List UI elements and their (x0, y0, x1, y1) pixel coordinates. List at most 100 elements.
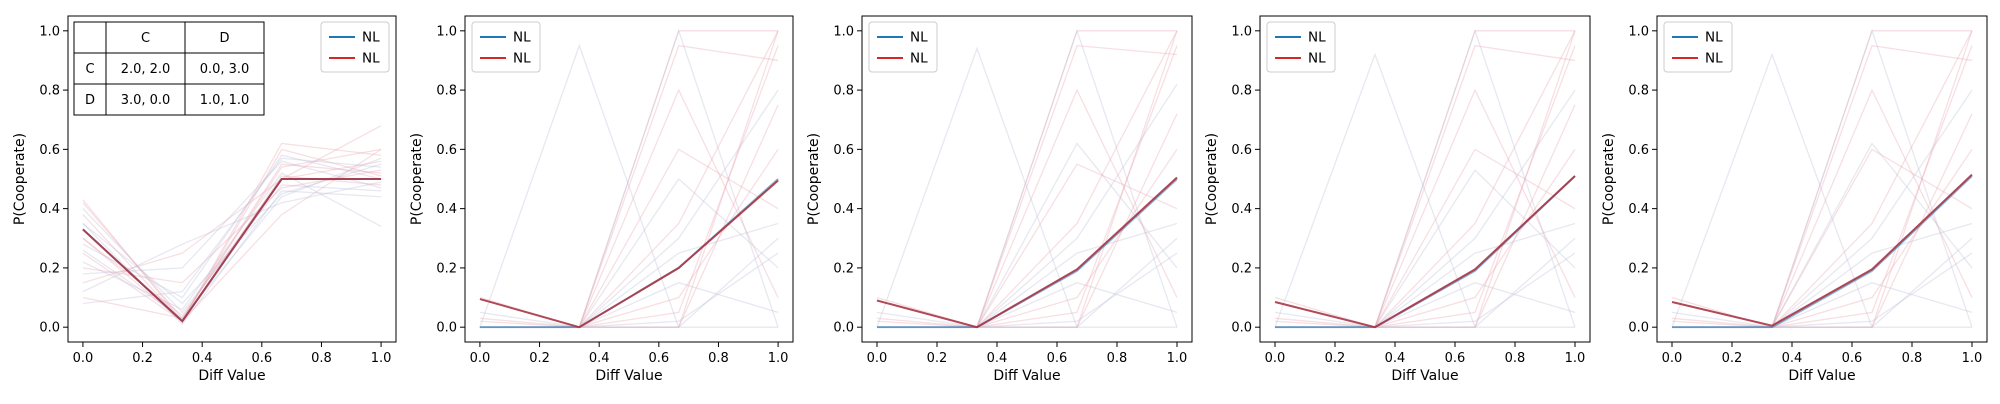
y-axis-label: P(Cooperate) (806, 133, 822, 225)
faint-line (82, 148, 382, 323)
faint-line (1672, 44, 1973, 328)
legend: NL NL (1663, 21, 1733, 73)
y-tick-label: 1.0 (833, 24, 854, 39)
x-tick-label: 0.8 (1505, 351, 1526, 366)
x-tick-label: 0.2 (132, 351, 153, 366)
faint-line (876, 113, 1178, 328)
x-tick-label: 0.4 (1782, 351, 1803, 366)
faint-line (82, 172, 382, 311)
y-axis-label: P(Cooperate) (409, 133, 425, 225)
faint-line (82, 190, 382, 326)
faint-lines (82, 125, 382, 326)
x-tick-label: 0.8 (1902, 351, 1923, 366)
chart-panel-2: 0.0 0.2 0.4 0.6 0.8 1.0 0.0 0.2 0.4 0.6 0.8 1.0 Diff… (409, 15, 794, 384)
faint-line (479, 43, 779, 328)
chart-panel-4: 0.0 0.2 0.4 0.6 0.8 1.0 0.0 0.2 0.4 0.6 0.8 1.0 Diff… (1204, 15, 1591, 384)
y-tick-label: 1.0 (1628, 24, 1649, 39)
legend-box (320, 21, 390, 73)
chart-panel-3: 0.0 0.2 0.4 0.6 0.8 1.0 0.0 0.2 0.4 0.6 0.8 1.0 Diff… (806, 15, 1193, 384)
table-cell: 2.0, 2.0 (121, 62, 171, 77)
series-line-red (479, 179, 779, 329)
series-line-blue (1672, 175, 1973, 329)
x-tick-label: 1.0 (1167, 351, 1188, 366)
faint-line (82, 163, 382, 320)
table-row-header: C (85, 62, 94, 77)
legend-label: NL (1308, 51, 1326, 67)
x-tick-label: 0.4 (987, 351, 1008, 366)
faint-line (82, 154, 382, 299)
table-cell: 0.0, 3.0 (200, 62, 250, 77)
x-tick-label: 1.0 (1565, 351, 1586, 366)
legend: NL NL (868, 21, 938, 73)
y-tick-label: 0.8 (833, 84, 854, 99)
faint-line (82, 157, 382, 305)
x-tick-label: 0.6 (1047, 351, 1068, 366)
x-tick-label: 0.6 (1842, 351, 1863, 366)
faint-line (82, 160, 382, 275)
x-tick-label: 0.6 (251, 351, 272, 366)
faint-line (1274, 104, 1576, 328)
legend-label: NL (910, 51, 928, 67)
faint-lines (876, 28, 1178, 328)
y-tick-label: 0.0 (1231, 321, 1252, 336)
y-tick-label: 0.0 (1628, 321, 1649, 336)
x-tick-label: 0.0 (73, 351, 94, 366)
x-tick-label: 0.2 (1325, 351, 1346, 366)
axes-frame (1259, 15, 1591, 343)
x-tick-label: 0.0 (867, 351, 888, 366)
y-tick-label: 1.0 (39, 24, 60, 39)
faint-line (877, 44, 1178, 328)
x-tick-label: 0.8 (311, 351, 332, 366)
x-tick-label: 0.0 (470, 351, 491, 366)
faint-line (82, 157, 382, 320)
y-tick-label: 1.0 (436, 24, 457, 39)
x-axis-label: Diff Value (993, 368, 1060, 384)
faint-line (1671, 89, 1973, 328)
y-tick-label: 0.0 (436, 321, 457, 336)
faint-line (479, 89, 779, 328)
y-axis-label: P(Cooperate) (1204, 133, 1220, 225)
y-tick-label: 0.8 (436, 84, 457, 99)
legend-label: NL (1308, 30, 1326, 46)
faint-line (1275, 88, 1576, 328)
series-line-red (1671, 173, 1973, 327)
legend: NL NL (471, 21, 541, 73)
x-tick-label: 0.6 (648, 351, 669, 366)
y-tick-label: 0.4 (39, 202, 60, 217)
axes-frame (67, 15, 397, 343)
faint-line (82, 163, 382, 305)
x-tick-label: 0.0 (1265, 351, 1286, 366)
y-tick-label: 0.6 (833, 143, 854, 158)
faint-line (479, 88, 779, 328)
faint-line (479, 30, 779, 328)
y-tick-label: 0.6 (39, 143, 60, 158)
faint-line (82, 148, 382, 323)
y-tick-label: 0.6 (1628, 143, 1649, 158)
y-tick-label: 0.2 (436, 261, 457, 276)
x-tick-label: 0.4 (589, 351, 610, 366)
faint-line (1671, 113, 1973, 328)
legend-label: NL (513, 51, 531, 67)
faint-line (82, 125, 382, 317)
faint-line (82, 181, 382, 293)
faint-lines (1671, 28, 1973, 328)
y-tick-label: 0.4 (1628, 202, 1649, 217)
x-tick-label: 0.0 (1662, 351, 1683, 366)
y-tick-label: 0.2 (1231, 261, 1252, 276)
y-tick-label: 0.4 (833, 202, 854, 217)
faint-line (876, 149, 1178, 328)
faint-line (876, 46, 1177, 328)
y-tick-label: 1.0 (1231, 24, 1252, 39)
table-row-header: D (85, 93, 95, 108)
series-line-red (82, 178, 382, 323)
y-tick-label: 0.0 (833, 321, 854, 336)
legend-box (1663, 21, 1733, 73)
y-axis-label: P(Cooperate) (12, 133, 28, 225)
legend: NL NL (1266, 21, 1336, 73)
y-tick-label: 0.8 (39, 84, 60, 99)
faint-lines (1274, 28, 1576, 328)
legend-label: NL (910, 30, 928, 46)
y-tick-label: 0.8 (1231, 84, 1252, 99)
x-tick-label: 1.0 (371, 351, 392, 366)
faint-line (82, 142, 382, 323)
